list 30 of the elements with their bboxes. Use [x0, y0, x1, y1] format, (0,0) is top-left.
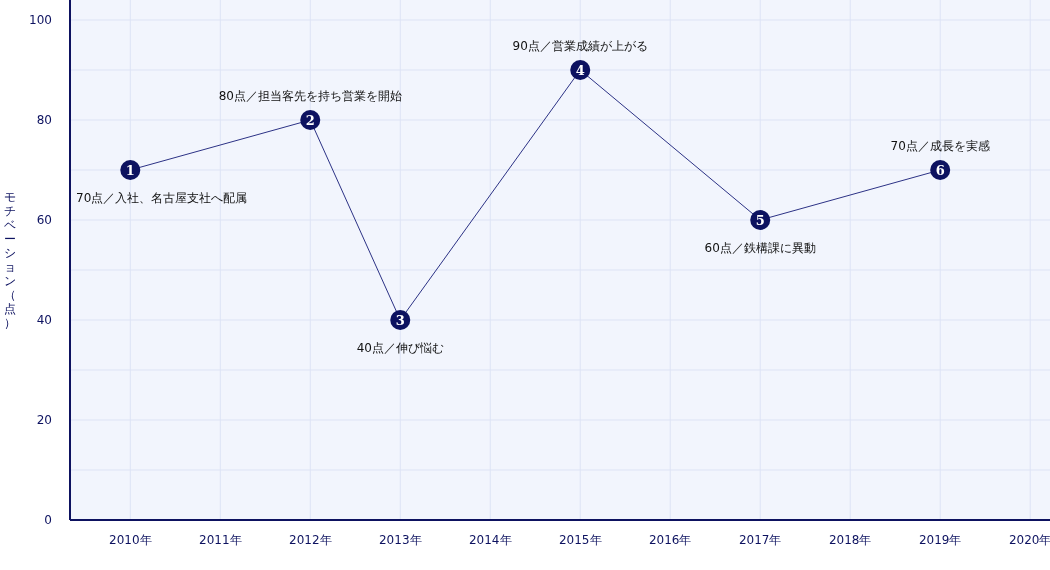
x-tick-label: 2016年 — [648, 533, 692, 547]
x-tick-label: 2010年 — [109, 533, 152, 547]
y-tick-label: 60 — [36, 213, 52, 227]
annotation: 80点／担当客先を持ち営業を開始 — [218, 89, 402, 103]
x-tick-label: 2013年 — [378, 533, 422, 547]
annotation: 60点／鉄構課に異動 — [704, 241, 816, 255]
annotation: 40点／伸び悩む — [356, 341, 444, 355]
annotation: 4 — [575, 63, 585, 78]
annotation: 70点／成長を実感 — [890, 139, 990, 153]
y-tick-label: 40 — [36, 313, 52, 327]
x-tick-label: 2017年 — [738, 533, 782, 547]
y-tick-label: 100 — [29, 13, 52, 27]
x-tick-label: 2018年 — [828, 533, 872, 547]
y-tick-label: 20 — [36, 413, 52, 427]
y-tick-label: 80 — [36, 113, 52, 127]
annotation: 5 — [755, 213, 765, 228]
y-tick-label: 0 — [44, 513, 52, 527]
x-tick-label: 2011年 — [199, 533, 242, 547]
x-tick-label: 2012年 — [289, 533, 332, 547]
x-tick-label: 2015年 — [558, 533, 602, 547]
annotation: 2 — [305, 113, 315, 128]
annotation: 70点／入社、名古屋支社へ配属 — [76, 191, 248, 205]
annotation: 90点／営業成績が上がる — [512, 39, 648, 53]
annotation: 6 — [935, 163, 945, 178]
text: モチベーション（点） — [4, 190, 16, 330]
annotation: 1 — [125, 163, 135, 178]
x-tick-label: 2014年 — [468, 533, 512, 547]
annotation: 3 — [395, 313, 405, 328]
x-tick-label: 2019年 — [918, 533, 962, 547]
x-tick-label: 2020年 — [1008, 533, 1050, 547]
